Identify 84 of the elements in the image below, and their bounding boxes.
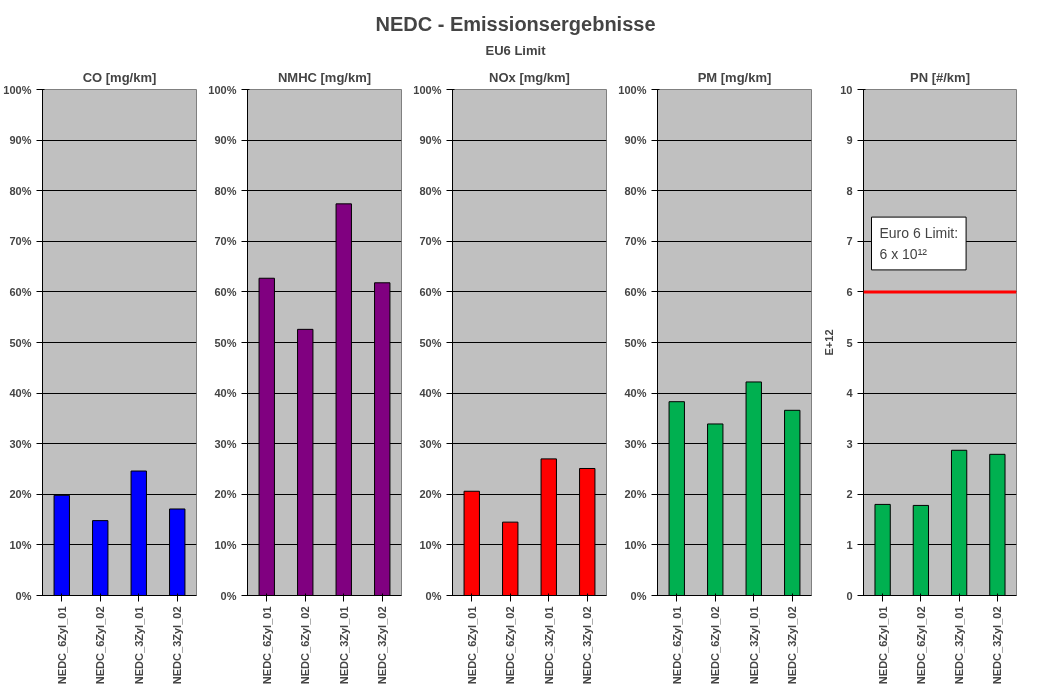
y-tick-label: 2 [846, 488, 853, 501]
y-tick-label: 90% [419, 134, 442, 147]
y-tick-label: 100% [208, 83, 237, 96]
y-tick-label: 20% [9, 488, 32, 501]
x-tick-label: NEDC_3Zyl_02 [171, 606, 184, 685]
y-tick-label: 90% [624, 134, 647, 147]
y-tick-label: 60% [419, 285, 442, 298]
x-tick-label: NEDC_3Zyl_01 [953, 606, 966, 685]
y-tick-label: 60% [624, 285, 647, 298]
y-tick-label: 60% [214, 285, 237, 298]
y-tick-label: 9 [846, 134, 853, 147]
y-tick-label: 40% [9, 387, 32, 400]
y-tick-label: 10 [840, 83, 853, 96]
y-tick-label: 0% [15, 589, 32, 602]
y-tick-label: 80% [419, 184, 442, 197]
y-tick-label: 80% [214, 184, 237, 197]
ref-line-label: Euro 6 Limit: 6 x 10¹² [879, 225, 959, 262]
x-tick-label: NEDC_3Zyl_01 [132, 606, 145, 685]
chart-title: NMHC [mg/km] [277, 69, 372, 85]
y-tick-label: 8 [846, 184, 853, 197]
y-tick-label: 20% [214, 488, 237, 501]
y-tick-label: 30% [9, 437, 32, 450]
y-tick-label: 30% [624, 437, 647, 450]
x-tick-label: NEDC_3Zyl_02 [786, 606, 799, 685]
y-axis-title: E+12 [823, 329, 836, 356]
x-tick-label: NEDC_3Zyl_02 [991, 606, 1004, 685]
y-tick-label: 0% [630, 589, 647, 602]
y-tick-label: 90% [9, 134, 32, 147]
y-tick-label: 50% [9, 336, 32, 349]
x-tick-label: NEDC_6Zyl_02 [709, 606, 722, 685]
y-tick-label: 70% [214, 235, 237, 248]
y-tick-label: 90% [214, 134, 237, 147]
x-tick-label: NEDC_6Zyl_02 [914, 606, 927, 685]
y-tick-label: 100% [3, 83, 32, 96]
y-tick-label: 10% [624, 538, 647, 551]
y-tick-label: 40% [419, 387, 442, 400]
chart-title: PM [mg/km] [697, 69, 772, 85]
y-tick-label: 60% [9, 285, 32, 298]
x-tick-label: NEDC_6Zyl_01 [260, 606, 273, 685]
x-tick-label: NEDC_6Zyl_01 [55, 606, 68, 685]
x-tick-label: NEDC_3Zyl_02 [376, 606, 389, 685]
text: NEDC - Emissionsergebnisse [375, 13, 656, 36]
y-tick-label: 6 [846, 285, 853, 298]
text: EU6 Limit [485, 42, 547, 58]
y-tick-label: 50% [624, 336, 647, 349]
y-tick-label: 50% [419, 336, 442, 349]
y-tick-label: 30% [214, 437, 237, 450]
y-tick-label: 20% [624, 488, 647, 501]
y-tick-label: 0% [220, 589, 237, 602]
y-tick-label: 100% [413, 83, 442, 96]
y-tick-label: 10% [214, 538, 237, 551]
x-tick-label: NEDC_6Zyl_01 [465, 606, 478, 685]
y-tick-label: 0 [846, 589, 853, 602]
y-tick-label: 70% [9, 235, 32, 248]
chart-title: NOx [mg/km] [489, 69, 570, 85]
y-tick-label: 7 [846, 235, 853, 248]
y-tick-label: 10% [419, 538, 442, 551]
x-tick-label: NEDC_6Zyl_01 [670, 606, 683, 685]
y-tick-label: 50% [214, 336, 237, 349]
y-tick-label: 0% [425, 589, 442, 602]
y-tick-label: 40% [624, 387, 647, 400]
x-tick-label: NEDC_3Zyl_01 [542, 606, 555, 685]
y-tick-label: 80% [9, 184, 32, 197]
y-tick-label: 20% [419, 488, 442, 501]
y-tick-label: 100% [618, 83, 647, 96]
y-tick-label: 5 [846, 336, 853, 349]
x-tick-label: NEDC_3Zyl_01 [747, 606, 760, 685]
y-tick-label: 1 [846, 538, 853, 551]
chart-title: PN [#/km] [910, 69, 970, 85]
x-tick-label: NEDC_6Zyl_02 [504, 606, 517, 685]
x-tick-label: NEDC_3Zyl_01 [337, 606, 350, 685]
y-tick-label: 10% [9, 538, 32, 551]
y-tick-label: 70% [624, 235, 647, 248]
y-tick-label: 30% [419, 437, 442, 450]
x-tick-label: NEDC_6Zyl_01 [876, 606, 889, 685]
chart-title: CO [mg/km] [82, 69, 157, 85]
x-tick-label: NEDC_6Zyl_02 [299, 606, 312, 685]
y-tick-label: 70% [419, 235, 442, 248]
x-tick-label: NEDC_3Zyl_02 [581, 606, 594, 685]
x-tick-label: NEDC_6Zyl_02 [94, 606, 107, 685]
y-tick-label: 80% [624, 184, 647, 197]
y-tick-label: 3 [846, 437, 853, 450]
y-tick-label: 40% [214, 387, 237, 400]
y-tick-label: 4 [846, 387, 854, 400]
